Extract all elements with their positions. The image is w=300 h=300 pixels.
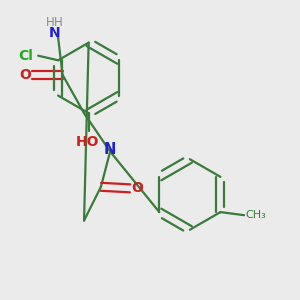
Text: Cl: Cl: [19, 49, 34, 63]
Text: CH₃: CH₃: [245, 210, 266, 220]
Text: O: O: [131, 181, 143, 195]
Text: N: N: [104, 142, 116, 158]
Text: N: N: [49, 26, 60, 40]
Text: H: H: [54, 16, 62, 29]
Text: O: O: [19, 68, 31, 82]
Text: H: H: [46, 16, 55, 29]
Text: HO: HO: [75, 135, 99, 149]
